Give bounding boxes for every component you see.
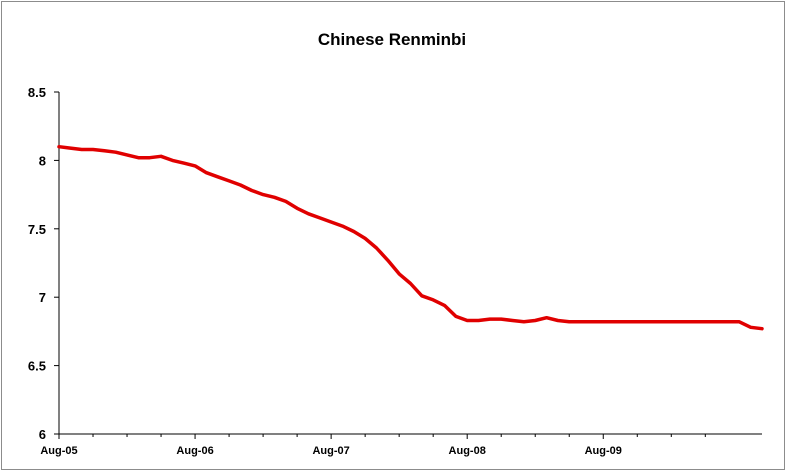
data-point (69, 147, 72, 150)
data-point (239, 184, 242, 187)
data-point (738, 320, 741, 323)
data-point (545, 316, 548, 319)
data-point (364, 237, 367, 240)
data-point (352, 230, 355, 233)
data-point (681, 320, 684, 323)
y-tick-label: 7 (39, 290, 46, 305)
data-point (250, 189, 253, 192)
data-point (522, 320, 525, 323)
x-tick-label: Aug-07 (312, 445, 349, 457)
y-tick-label: 8.5 (28, 85, 46, 100)
data-point (761, 327, 764, 330)
data-point (114, 151, 117, 154)
data-point (624, 320, 627, 323)
data-point (80, 148, 83, 151)
plot-area (57, 144, 764, 331)
data-point (375, 247, 378, 250)
y-tick-label: 6.5 (28, 359, 46, 374)
x-tick-label: Aug-06 (176, 445, 213, 457)
x-tick-label: Aug-08 (449, 445, 486, 457)
data-point (92, 148, 95, 151)
data-point (205, 171, 208, 174)
data-point (590, 320, 593, 323)
data-point (148, 156, 151, 159)
data-point (715, 320, 718, 323)
data-point (137, 156, 140, 159)
data-point (454, 315, 457, 318)
data-point (160, 155, 163, 158)
data-point (228, 179, 231, 182)
data-point (182, 162, 185, 165)
data-point (500, 318, 503, 321)
chart-title: Chinese Renminbi (317, 30, 467, 49)
data-point (534, 319, 537, 322)
data-point (602, 320, 605, 323)
data-point (273, 196, 276, 199)
data-point (126, 153, 129, 156)
data-point (398, 272, 401, 275)
data-point (420, 294, 423, 297)
data-point (318, 216, 321, 219)
data-point (262, 193, 265, 196)
data-point (647, 320, 650, 323)
data-point (466, 319, 469, 322)
data-point (670, 320, 673, 323)
data-point (693, 320, 696, 323)
data-point (636, 320, 639, 323)
y-tick-label: 7.5 (28, 222, 46, 237)
data-point (613, 320, 616, 323)
data-point (216, 175, 219, 178)
data-point (749, 326, 752, 329)
data-point (556, 319, 559, 322)
y-tick-label: 8 (39, 153, 46, 168)
data-point (568, 320, 571, 323)
data-point (58, 145, 61, 148)
data-point (284, 200, 287, 203)
data-point (659, 320, 662, 323)
data-point (341, 225, 344, 228)
data-point (194, 164, 197, 167)
data-point (579, 320, 582, 323)
data-point (727, 320, 730, 323)
x-tick-label: Aug-09 (585, 445, 622, 457)
data-point (704, 320, 707, 323)
data-point (432, 298, 435, 301)
data-point (330, 221, 333, 224)
series-line-renminbi (57, 144, 764, 331)
data-point (103, 149, 106, 152)
data-point (488, 318, 491, 321)
data-point (477, 319, 480, 322)
data-point (409, 282, 412, 285)
y-tick-label: 6 (39, 427, 46, 442)
data-point (511, 319, 514, 322)
data-point (171, 159, 174, 162)
data-point (296, 207, 299, 210)
data-point (386, 259, 389, 262)
data-point (307, 212, 310, 215)
data-point (443, 304, 446, 307)
axes-group: 6 6.5 7 7.5 8 8.5 Aug-05 Aug-06 Aug-07 Aug-08 Aug-… (28, 85, 762, 457)
x-tick-label: Aug-05 (40, 445, 77, 457)
